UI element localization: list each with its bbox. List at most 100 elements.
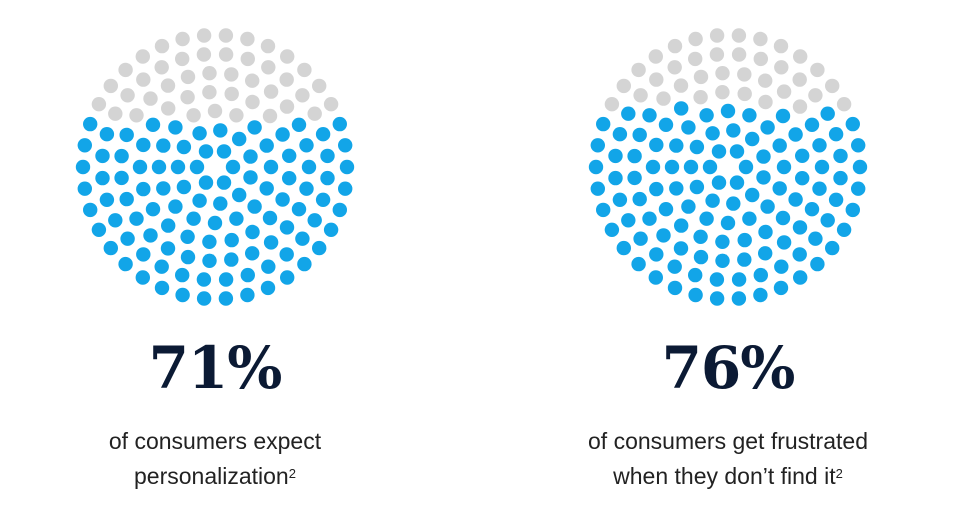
dot-empty xyxy=(103,78,119,94)
dot-filled xyxy=(280,270,295,285)
dot-empty xyxy=(693,69,709,85)
dot-empty xyxy=(218,47,234,62)
dot-filled xyxy=(218,272,234,287)
dot-filled xyxy=(119,127,134,143)
dot-empty xyxy=(616,78,631,94)
dot-filled xyxy=(83,116,98,132)
dot-filled xyxy=(664,159,680,175)
dot-empty xyxy=(731,47,747,62)
dot-filled xyxy=(669,181,684,196)
dot-empty xyxy=(656,91,671,106)
dot-filled xyxy=(83,202,98,218)
dot-filled xyxy=(633,231,648,246)
dot-empty xyxy=(633,88,648,103)
dot-empty xyxy=(245,73,260,88)
dot-filled xyxy=(776,159,792,175)
dot-filled xyxy=(845,116,860,132)
dot-empty xyxy=(260,38,276,54)
dot-filled xyxy=(160,241,176,256)
dot-filled xyxy=(282,171,297,186)
dot-filled xyxy=(775,108,791,124)
dot-filled xyxy=(143,228,158,243)
dot-empty xyxy=(810,62,825,78)
dot-filled xyxy=(729,175,745,190)
dot-filled xyxy=(645,159,661,175)
dot-chart-76 xyxy=(588,28,868,306)
footnote-marker: 2 xyxy=(835,466,843,481)
dot-empty xyxy=(688,31,703,47)
dot-filled xyxy=(742,211,757,226)
dot-filled xyxy=(315,127,331,142)
dot-filled xyxy=(699,211,714,226)
dot-empty xyxy=(202,85,217,100)
dot-filled xyxy=(756,149,771,164)
caption-line-2: personalization xyxy=(134,463,289,489)
dot-empty xyxy=(136,72,151,87)
dot-filled xyxy=(833,170,848,186)
dot-filled xyxy=(323,222,339,237)
dot-empty xyxy=(202,66,217,81)
stat-caption: of consumers get frustrated when they do… xyxy=(518,424,938,494)
dot-filled xyxy=(263,159,279,175)
dot-filled xyxy=(642,108,657,123)
stat-caption: of consumers expect personalization2 xyxy=(5,424,425,494)
dot-empty xyxy=(295,88,310,103)
dot-empty xyxy=(737,86,752,102)
dot-empty xyxy=(731,28,747,43)
dot-empty xyxy=(143,91,158,106)
dot-filled xyxy=(332,202,347,218)
dot-filled xyxy=(756,170,771,185)
dot-empty xyxy=(709,28,725,43)
dot-empty xyxy=(180,69,196,85)
dot-filled xyxy=(774,259,789,274)
dot-empty xyxy=(240,51,255,67)
dot-empty xyxy=(280,49,295,64)
dot-empty xyxy=(758,73,773,88)
dot-filled xyxy=(198,175,214,190)
dot-filled xyxy=(705,193,720,208)
dot-filled xyxy=(192,193,207,208)
dot-empty xyxy=(224,86,239,102)
dot-filled xyxy=(229,211,244,226)
dot-filled xyxy=(275,127,290,142)
dot-filled xyxy=(731,291,747,306)
dot-empty xyxy=(279,72,294,87)
dot-filled xyxy=(145,117,161,132)
dot-filled xyxy=(156,138,171,153)
dot-empty xyxy=(793,49,808,64)
dot-filled xyxy=(189,159,205,175)
dot-filled xyxy=(307,213,322,228)
dot-empty xyxy=(229,108,244,123)
dot-filled xyxy=(627,148,642,164)
dot-filled xyxy=(312,240,327,256)
dot-empty xyxy=(323,97,339,112)
dot-filled xyxy=(240,287,255,303)
dot-filled xyxy=(282,148,297,163)
dot-filled xyxy=(631,256,646,272)
dot-filled xyxy=(753,267,768,283)
dot-filled xyxy=(649,137,664,153)
dot-empty xyxy=(118,62,133,78)
dot-empty xyxy=(673,78,689,93)
dot-filled xyxy=(75,159,91,175)
dot-filled xyxy=(649,181,664,197)
dot-filled xyxy=(667,259,682,274)
dot-filled xyxy=(299,181,314,196)
dot-filled xyxy=(77,138,93,153)
dot-filled xyxy=(136,137,151,153)
dot-filled xyxy=(648,270,663,285)
dot-filled xyxy=(259,138,274,153)
dot-filled xyxy=(795,148,810,163)
dot-filled xyxy=(232,187,247,203)
dot-empty xyxy=(709,47,725,62)
dot-filled xyxy=(709,291,725,306)
dot-filled xyxy=(170,159,186,175)
dot-empty xyxy=(649,72,664,87)
dot-filled xyxy=(656,228,671,243)
dot-filled xyxy=(608,170,623,186)
dot-empty xyxy=(180,90,195,105)
dot-empty xyxy=(175,31,190,47)
dot-filled xyxy=(99,127,115,142)
dot-filled xyxy=(738,159,754,175)
dot-filled xyxy=(136,181,151,197)
